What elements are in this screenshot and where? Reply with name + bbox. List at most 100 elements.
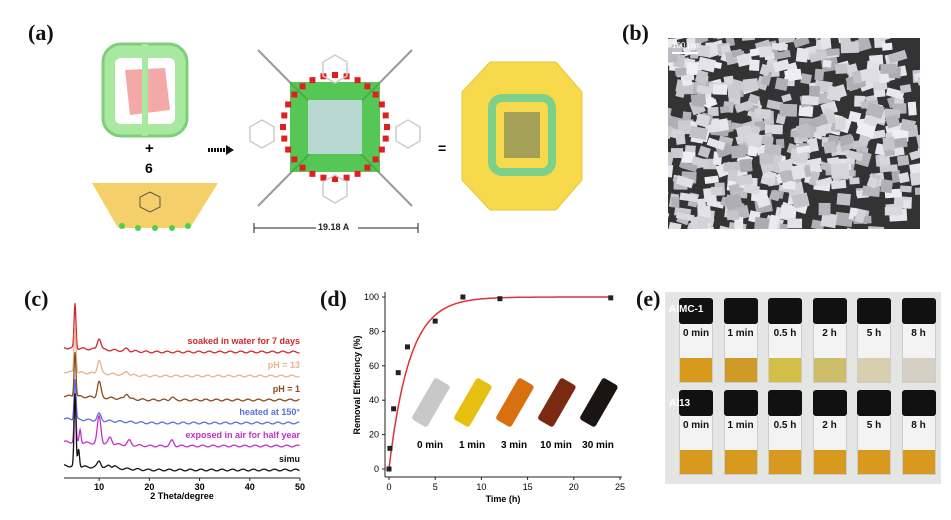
crystal <box>784 68 803 82</box>
vial <box>723 298 758 384</box>
crystal <box>779 103 798 117</box>
crystal <box>772 59 790 73</box>
vial <box>812 390 847 476</box>
trace-label: pH = 1 <box>273 384 300 394</box>
crystal <box>763 143 782 156</box>
vial-glass <box>768 416 802 475</box>
crystal <box>781 93 792 103</box>
inset-time-label: 10 min <box>540 440 572 451</box>
vial-glass <box>812 324 847 383</box>
y-tick-label: 60 <box>369 361 379 371</box>
crystal <box>675 85 687 99</box>
crystal <box>697 56 717 73</box>
crystal <box>696 198 707 211</box>
vial-solution <box>769 358 801 382</box>
crystal <box>754 216 770 229</box>
x-axis-title: Time (h) <box>486 494 521 504</box>
crystal <box>909 162 920 177</box>
crystal <box>907 101 917 116</box>
crystal <box>668 149 675 166</box>
equals-sign: = <box>438 140 447 156</box>
crystal <box>675 175 695 189</box>
crystal <box>753 108 771 120</box>
crystal <box>775 113 787 125</box>
crystal <box>848 110 862 124</box>
crystal <box>815 176 833 188</box>
trace-label: exposed in air for half year <box>185 430 300 440</box>
vial-cap <box>812 298 847 324</box>
crystal <box>734 174 754 187</box>
crystal <box>780 204 797 219</box>
data-point <box>386 466 392 472</box>
data-point <box>395 370 401 376</box>
vial-cap <box>723 298 758 324</box>
x-tick-label: 50 <box>295 482 305 492</box>
crystal <box>668 221 682 229</box>
crystal <box>741 38 755 41</box>
crystal <box>736 52 753 68</box>
trace-label: soaked in water for 7 days <box>187 336 300 346</box>
inset-time-label: 0 min <box>417 440 443 451</box>
crystal <box>759 152 774 165</box>
crystal <box>899 84 912 94</box>
x-tick-label: 10 <box>94 482 104 492</box>
crystal <box>712 84 728 95</box>
crystal <box>707 106 719 117</box>
vial-time-label: 0.5 h <box>773 328 797 339</box>
crystal <box>739 158 753 173</box>
crystal <box>697 218 708 229</box>
crystal <box>778 38 796 45</box>
vial-time-label: 5 h <box>866 420 882 431</box>
data-point <box>432 318 438 324</box>
crystal <box>690 93 707 106</box>
vial-cap <box>768 298 802 324</box>
inset-time-label: 1 min <box>459 440 485 451</box>
crystal <box>885 114 901 129</box>
panel-c-label: (c) <box>24 286 49 311</box>
sample-strip <box>538 378 576 427</box>
data-point <box>387 445 393 451</box>
sample-strip <box>412 378 450 427</box>
crystal <box>896 154 910 167</box>
crystals <box>668 38 920 229</box>
x-tick-label: 5 <box>433 482 438 492</box>
x-tick-label: 10 <box>476 482 486 492</box>
trace-label: heated at 150° <box>239 407 300 417</box>
crystal <box>787 218 803 229</box>
crystal <box>854 38 872 53</box>
vial-solution <box>680 358 712 382</box>
crystal <box>710 186 723 196</box>
crystal <box>885 87 905 100</box>
crystal <box>795 122 812 140</box>
vial-time-label: 0 min <box>682 328 710 339</box>
crystal <box>764 124 783 135</box>
crystal <box>830 179 847 190</box>
sample-strip <box>454 378 492 427</box>
vial-glass <box>768 324 802 383</box>
crystal <box>790 164 806 181</box>
crystal-micrograph: 100 μm <box>668 38 920 229</box>
plus-sign: + <box>145 140 154 157</box>
crystal <box>668 53 678 63</box>
vial <box>901 390 936 476</box>
crystal <box>865 102 885 119</box>
crystal <box>808 85 821 100</box>
x-tick-label: 40 <box>245 482 255 492</box>
crystal <box>900 118 916 133</box>
micrograph-scale-bar <box>672 52 698 54</box>
vial-solution <box>680 450 712 474</box>
crystal <box>873 80 888 91</box>
crystal <box>675 67 687 76</box>
vial-solution <box>902 358 935 382</box>
vial-cap <box>768 390 802 416</box>
x-tick-label: 15 <box>523 482 533 492</box>
vial-time-label: 2 h <box>822 420 837 431</box>
crystal <box>834 211 854 228</box>
crystal <box>727 169 738 182</box>
vial-solution <box>858 358 890 382</box>
crystal <box>697 145 711 159</box>
crystal <box>686 38 696 50</box>
pxrd-trace <box>63 327 300 378</box>
micrograph-scale-label: 100 μm <box>672 41 699 50</box>
